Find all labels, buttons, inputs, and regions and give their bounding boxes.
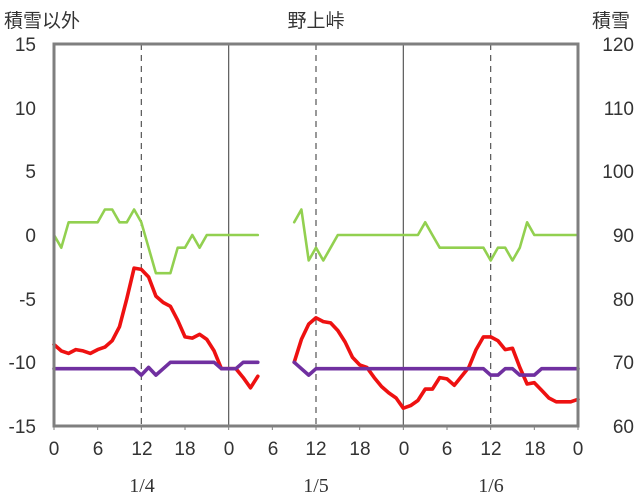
- right-axis-title: 積雪: [592, 10, 630, 32]
- x-tick-label: 6: [93, 439, 104, 460]
- day-label: 1/4: [129, 475, 155, 497]
- x-tick-label: 18: [524, 439, 545, 460]
- chart-title: 野上峠: [287, 10, 344, 32]
- x-tick-label: 0: [224, 439, 235, 460]
- left-tick-label: -15: [9, 417, 36, 438]
- x-tick-label: 0: [573, 439, 584, 460]
- series-lines: [52, 208, 580, 411]
- right-tick-label: 60: [613, 417, 634, 438]
- x-tick-label: 12: [480, 439, 501, 460]
- right-tick-label: 120: [602, 35, 634, 56]
- x-tick-label: 0: [49, 439, 60, 460]
- series-line: [292, 360, 580, 377]
- day-label: 1/5: [303, 475, 329, 497]
- left-tick-label: 0: [25, 226, 36, 247]
- x-tick-label: 0: [399, 439, 410, 460]
- x-tick-label: 12: [305, 439, 326, 460]
- left-tick-label: 15: [15, 35, 36, 56]
- right-tick-label: 100: [602, 162, 634, 183]
- left-tick-label: -5: [19, 290, 36, 311]
- right-tick-label: 90: [613, 226, 634, 247]
- x-tick-label: 18: [174, 439, 195, 460]
- x-tick-label: 18: [349, 439, 370, 460]
- right-tick-label: 70: [613, 353, 634, 374]
- series-line: [292, 208, 580, 262]
- plot-frame: [52, 42, 580, 428]
- left-tick-label: -10: [9, 353, 36, 374]
- series-line: [292, 315, 580, 411]
- right-tick-label: 110: [604, 99, 634, 120]
- x-tick-label: 12: [131, 439, 152, 460]
- left-tick-label: 5: [25, 162, 36, 183]
- series-line: [52, 360, 260, 377]
- left-axis-title: 積雪以外: [4, 10, 80, 32]
- day-label: 1/6: [478, 475, 504, 497]
- left-tick-label: 10: [15, 99, 36, 120]
- x-tick-label: 6: [268, 439, 279, 460]
- series-line: [52, 208, 260, 275]
- x-tick-label: 6: [442, 439, 453, 460]
- right-tick-label: 80: [613, 290, 634, 311]
